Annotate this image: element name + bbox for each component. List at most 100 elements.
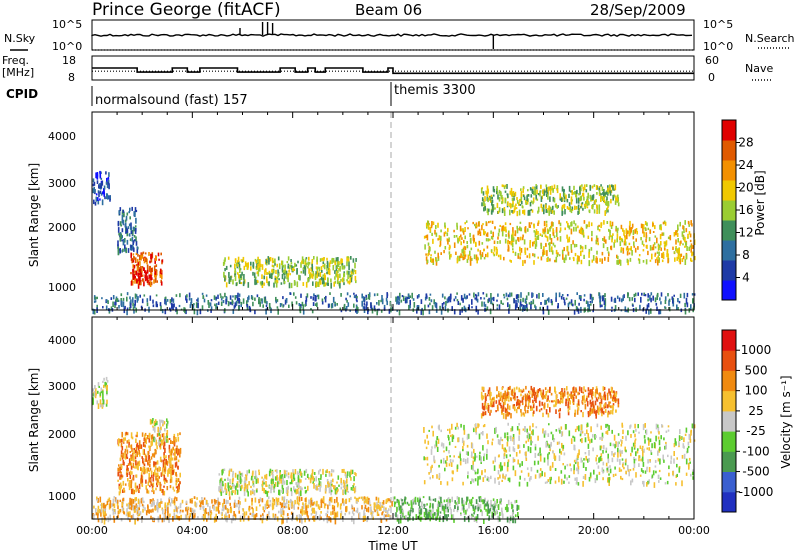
power-echo-cell [302,282,305,286]
power-echo-cell [261,280,264,285]
power-echo-cell [559,222,562,227]
power-echo-cell [242,256,245,263]
velocity-echo-cell [217,501,220,507]
power-echo-cell [274,277,277,281]
power-echo-cell [334,260,336,266]
power-echo-cell [684,236,686,243]
power-echo-cell [531,209,534,213]
power-echo-cell [551,250,554,255]
power-echo-cell [492,231,494,238]
power-echo-cell [94,300,97,303]
power-echo-cell [488,197,490,201]
power-echo-cell [96,173,99,176]
velocity-echo-cell [94,385,96,390]
power-echo-cell [654,259,657,264]
velocity-echo-cell [258,472,260,476]
velocity-echo-cell [322,468,324,475]
power-echo-cell [545,184,548,188]
power-echo-cell [584,204,587,208]
power-echo-cell [308,256,310,261]
power-echo-cell [592,194,595,199]
power-echo-cell [459,255,461,258]
power-echo-cell [549,234,551,240]
velocity-echo-cell [454,500,456,504]
velocity-echo-cell [176,507,178,512]
velocity-echo-cell [290,487,292,492]
velocity-echo-cell [426,503,428,506]
power-echo-cell [156,280,158,283]
velocity-echo-cell [305,505,308,511]
velocity-echo-cell [163,441,166,447]
velocity-echo-cell [313,501,316,505]
power-colorbar-segment [722,260,736,281]
velocity-echo-cell [161,470,164,476]
velocity-echo-cell [148,447,151,451]
velocity-echo-cell [503,453,505,459]
power-ytick-4000: 4000 [48,130,76,143]
velocity-echo-cell [584,437,587,443]
velocity-echo-cell [665,430,668,433]
velocity-echo-cell [339,503,342,510]
velocity-echo-cell [282,507,284,511]
velocity-echo-cell [325,484,327,489]
power-echo-cell [507,240,509,245]
power-echo-cell [502,225,505,231]
power-echo-cell [644,294,647,297]
power-echo-cell [536,198,539,201]
power-echo-cell [614,239,616,243]
power-echo-cell [249,309,252,313]
velocity-echo-cell [201,500,203,505]
cpid-entry-normalsound: normalsound (fast) 157 [95,93,248,108]
velocity-echo-cell [340,503,342,506]
velocity-echo-cell [122,437,125,443]
velocity-echo-cell [162,420,164,425]
velocity-echo-cell [140,444,143,449]
power-echo-cell [465,220,468,223]
velocity-echo-cell [614,444,616,449]
power-echo-cell [579,190,581,195]
velocity-echo-cell [449,498,451,503]
power-echo-cell [425,253,427,256]
power-echo-cell [647,250,649,256]
velocity-echo-cell [461,503,464,507]
power-echo-cell [496,202,499,208]
velocity-echo-cell [153,464,155,468]
power-echo-cell [305,262,308,265]
power-echo-cell [490,194,493,198]
power-echo-cell [544,234,547,238]
power-echo-cell [656,306,658,311]
power-echo-cell [520,197,523,202]
power-echo-cell [596,237,599,242]
velocity-echo-cell [95,508,97,513]
velocity-echo-cell [274,476,277,481]
velocity-echo-cell [450,508,452,515]
velocity-echo-cell [237,500,240,505]
power-echo-cell [647,298,649,302]
velocity-echo-cell [135,508,137,512]
velocity-echo-cell [564,465,566,470]
power-echo-cell [411,292,413,299]
date-label: 28/Sep/2009 [590,1,686,19]
power-echo-cell [655,302,658,306]
velocity-echo-cell [97,403,100,409]
velocity-echo-cell [466,457,469,464]
power-echo-cell [398,301,401,304]
velocity-echo-cell [327,484,329,488]
power-echo-cell [540,203,543,208]
velocity-echo-cell [580,430,582,436]
power-echo-cell [642,224,645,230]
velocity-echo-cell [118,438,120,445]
power-echo-cell [228,277,231,281]
nsearch-tick-low: 10^0 [703,40,733,53]
power-echo-cell [557,305,559,309]
velocity-echo-cell [202,499,204,506]
velocity-echo-cell [412,508,414,513]
velocity-echo-cell [497,504,500,510]
velocity-echo-cell [157,516,160,521]
velocity-echo-cell [185,507,187,512]
power-echo-cell [93,199,95,205]
velocity-echo-cell [136,435,138,438]
power-echo-cell [585,184,588,187]
velocity-echo-cell [670,460,672,464]
power-echo-cell [587,235,590,239]
